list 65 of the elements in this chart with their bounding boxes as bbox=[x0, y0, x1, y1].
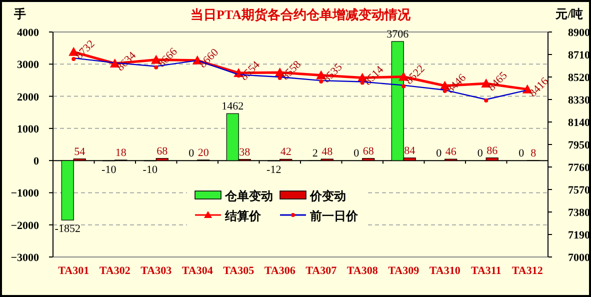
y2-tick-label: 8900 bbox=[568, 27, 590, 39]
data-label: 8 bbox=[530, 147, 537, 160]
x-tick-label: TA309 bbox=[388, 265, 420, 277]
legend-label: 仓单变动 bbox=[224, 189, 273, 203]
y-tick-label: 0 bbox=[34, 156, 40, 168]
y2-tick-label: 8140 bbox=[568, 117, 590, 129]
data-label: 46 bbox=[445, 146, 457, 158]
y-tick-label: 4000 bbox=[17, 27, 40, 39]
x-tick-label: TA303 bbox=[140, 265, 172, 277]
y2-tick-label: 8330 bbox=[568, 94, 590, 106]
y2-tick-label: 7950 bbox=[568, 140, 590, 152]
legend-label: 前一日价 bbox=[309, 209, 359, 223]
x-tick-label: TA302 bbox=[99, 265, 131, 277]
data-label: 0 bbox=[436, 148, 442, 160]
y-tick-label: 1000 bbox=[17, 123, 40, 136]
y2-tick-label: 7760 bbox=[568, 162, 590, 174]
data-label: 42 bbox=[280, 146, 292, 158]
data-label: 8660 bbox=[197, 46, 222, 71]
data-label: 3706 bbox=[386, 28, 410, 40]
y2-tick-label: 8520 bbox=[568, 72, 590, 84]
y2-tick-label: 7380 bbox=[568, 207, 590, 219]
data-label: 0 bbox=[518, 148, 525, 160]
data-label: 84 bbox=[404, 144, 416, 157]
x-tick-label: TA312 bbox=[512, 265, 544, 277]
y-tick-label: −1000 bbox=[10, 188, 40, 200]
x-tick-label: TA310 bbox=[429, 265, 461, 277]
y2-tick-label: 7000 bbox=[568, 252, 590, 264]
x-tick-label: TA301 bbox=[58, 265, 90, 277]
y-tick-label: 3000 bbox=[17, 59, 40, 72]
y-axis-title: 手 bbox=[13, 7, 26, 21]
data-label: 8732 bbox=[73, 38, 98, 62]
x-tick-label: TA306 bbox=[264, 265, 296, 277]
data-label: 68 bbox=[156, 145, 168, 158]
data-label: 38 bbox=[239, 146, 251, 158]
y2-tick-label: 7190 bbox=[568, 230, 590, 242]
data-label: 0 bbox=[354, 148, 360, 160]
data-label: 48 bbox=[322, 146, 334, 158]
y-tick-label: −3000 bbox=[10, 252, 40, 264]
legend-label: 结算价 bbox=[224, 209, 262, 223]
data-label: -1852 bbox=[54, 223, 80, 236]
data-label: 20 bbox=[198, 146, 210, 159]
x-tick-label: TA304 bbox=[182, 265, 214, 277]
chart-title: 当日PTA期货各合约仓单增减变动情况 bbox=[190, 7, 412, 22]
data-label: 18 bbox=[115, 146, 127, 159]
legend-label: 价变动 bbox=[309, 189, 346, 203]
y2-tick-label: 8710 bbox=[568, 50, 590, 62]
y2-tick-label: 7570 bbox=[568, 184, 590, 196]
data-label: 68 bbox=[362, 145, 374, 158]
data-label: -10 bbox=[142, 164, 158, 176]
x-tick-label: TA305 bbox=[223, 265, 255, 277]
x-tick-label: TA308 bbox=[346, 265, 378, 277]
y-tick-label: −2000 bbox=[10, 220, 40, 232]
x-tick-label: TA307 bbox=[306, 265, 338, 277]
data-label: 54 bbox=[74, 146, 86, 158]
data-label: 0 bbox=[477, 148, 484, 160]
data-label: 2 bbox=[312, 148, 318, 160]
x-tick-label: TA311 bbox=[470, 265, 502, 277]
y2-axis-title: 元/吨 bbox=[554, 7, 583, 21]
data-label: 86 bbox=[486, 144, 498, 157]
data-label: -12 bbox=[266, 164, 282, 176]
data-label: 0 bbox=[188, 148, 195, 160]
data-label: -10 bbox=[102, 164, 117, 176]
data-label: 1462 bbox=[222, 100, 244, 113]
data-label: 8558 bbox=[280, 58, 304, 83]
y-tick-label: 2000 bbox=[17, 91, 40, 104]
